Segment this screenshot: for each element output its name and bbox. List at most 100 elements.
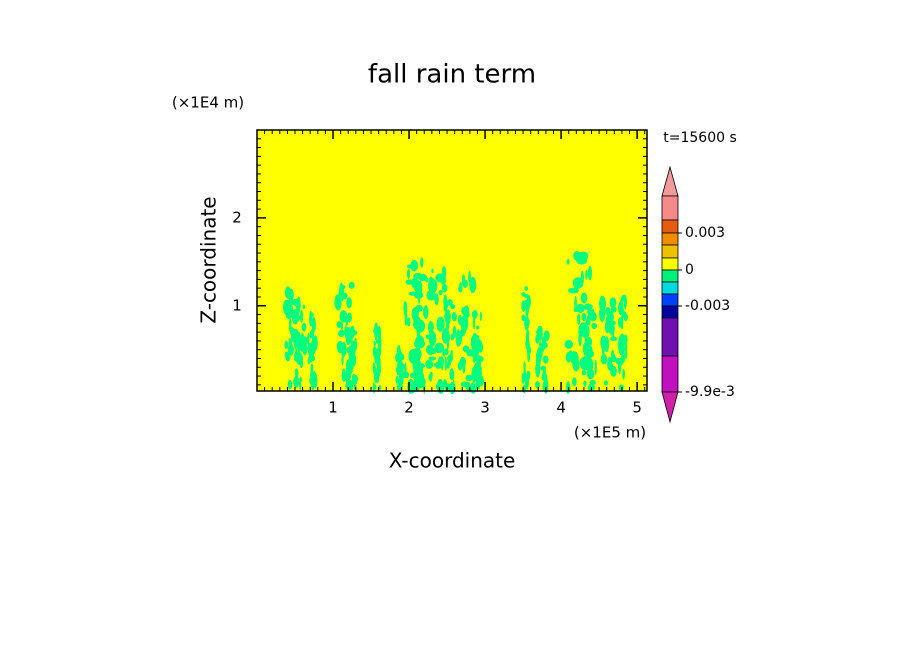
rain-features bbox=[283, 250, 628, 395]
rain-feature bbox=[479, 311, 482, 322]
rain-feature bbox=[543, 330, 550, 342]
rain-feature bbox=[420, 257, 424, 268]
rain-feature bbox=[349, 354, 354, 361]
rain-feature bbox=[452, 379, 455, 394]
rain-feature bbox=[443, 379, 447, 387]
rain-feature bbox=[603, 380, 608, 386]
colorbar-segment bbox=[661, 219, 679, 234]
rain-feature bbox=[536, 327, 542, 335]
rain-feature bbox=[585, 357, 594, 372]
rain-feature bbox=[406, 268, 411, 279]
colorbar-segment bbox=[661, 269, 679, 283]
rain-feature bbox=[535, 334, 540, 344]
rain-feature bbox=[372, 384, 377, 390]
rain-feature bbox=[526, 333, 529, 342]
rain-feature bbox=[535, 381, 540, 389]
time-label: t=15600 s bbox=[663, 130, 737, 146]
rain-feature bbox=[299, 376, 302, 383]
rain-feature bbox=[581, 369, 587, 376]
rain-feature bbox=[404, 362, 407, 378]
rain-feature bbox=[417, 376, 426, 388]
rain-feature bbox=[610, 366, 617, 377]
rain-feature bbox=[622, 368, 625, 380]
rain-feature bbox=[310, 329, 315, 337]
rain-feature bbox=[526, 345, 532, 355]
rain-feature bbox=[583, 355, 586, 364]
rain-feature bbox=[397, 360, 400, 376]
rain-feature bbox=[301, 322, 307, 332]
rain-feature bbox=[302, 304, 305, 310]
rain-feature bbox=[622, 336, 625, 343]
rain-feature bbox=[284, 340, 289, 350]
rain-feature bbox=[465, 374, 474, 382]
rain-feature bbox=[395, 376, 399, 384]
rain-feature bbox=[475, 381, 481, 390]
colorbar-segment bbox=[661, 232, 679, 246]
rain-feature bbox=[377, 334, 382, 351]
rain-feature bbox=[310, 312, 314, 318]
rain-feature bbox=[438, 289, 443, 296]
rain-feature bbox=[589, 379, 596, 386]
rain-feature bbox=[376, 377, 379, 384]
rain-feature bbox=[436, 316, 445, 332]
rain-feature bbox=[620, 297, 623, 310]
rain-feature bbox=[523, 293, 529, 298]
rain-feature bbox=[523, 361, 526, 371]
rain-feature bbox=[434, 361, 444, 369]
rain-feature bbox=[445, 324, 449, 335]
colorbar-segment bbox=[661, 391, 679, 424]
rain-feature bbox=[346, 312, 352, 323]
rain-feature bbox=[583, 380, 587, 387]
rain-feature bbox=[620, 345, 625, 355]
rain-feature bbox=[572, 277, 584, 289]
rain-feature bbox=[581, 312, 587, 322]
rain-feature bbox=[600, 353, 608, 365]
rain-feature bbox=[623, 294, 627, 310]
rain-feature bbox=[474, 363, 477, 377]
rain-feature bbox=[401, 353, 405, 361]
rain-feature bbox=[450, 333, 455, 341]
rain-feature bbox=[542, 381, 546, 392]
rain-feature bbox=[284, 286, 291, 299]
rain-feature bbox=[582, 325, 586, 332]
rain-feature bbox=[310, 372, 315, 378]
rain-feature bbox=[426, 344, 432, 354]
rain-feature bbox=[378, 385, 382, 390]
rain-feature bbox=[374, 322, 378, 331]
rain-feature bbox=[410, 259, 419, 272]
colorbar-tick-label: -9.9e-3 bbox=[685, 384, 735, 400]
rain-feature bbox=[374, 351, 379, 365]
y-tick-label: 1 bbox=[232, 296, 242, 314]
rain-feature bbox=[478, 356, 484, 362]
rain-feature bbox=[478, 342, 484, 353]
rain-feature bbox=[378, 349, 381, 356]
rain-feature bbox=[286, 300, 291, 307]
x-tick-label: 3 bbox=[480, 399, 490, 417]
x-tick-label: 4 bbox=[556, 399, 566, 417]
rain-feature bbox=[410, 372, 415, 378]
rain-feature bbox=[610, 355, 617, 363]
rain-feature bbox=[311, 382, 315, 391]
rain-feature bbox=[336, 321, 342, 328]
rain-feature bbox=[427, 320, 434, 335]
rain-feature bbox=[457, 314, 462, 325]
rain-feature bbox=[296, 310, 300, 323]
rain-feature bbox=[605, 307, 611, 316]
rain-feature bbox=[295, 369, 299, 379]
rain-feature bbox=[307, 333, 310, 346]
rain-feature bbox=[334, 294, 342, 311]
rain-feature bbox=[351, 329, 358, 336]
rain-feature bbox=[435, 383, 441, 390]
rain-feature bbox=[425, 359, 434, 369]
rain-feature bbox=[609, 311, 614, 324]
rain-feature bbox=[447, 333, 450, 343]
rain-feature bbox=[307, 345, 312, 354]
rain-feature bbox=[578, 332, 582, 347]
rain-feature bbox=[372, 362, 376, 374]
rain-feature bbox=[443, 300, 448, 311]
chart-title: fall rain term bbox=[368, 60, 536, 90]
rain-feature bbox=[586, 314, 591, 325]
rain-feature bbox=[307, 357, 310, 365]
rain-feature bbox=[397, 350, 401, 359]
